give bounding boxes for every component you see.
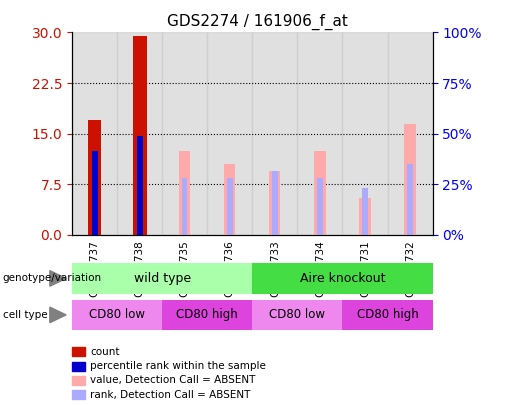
Bar: [224, 164, 235, 235]
Bar: [342, 32, 387, 235]
Text: genotype/variation: genotype/variation: [3, 273, 101, 283]
Bar: [227, 177, 233, 235]
Bar: [317, 177, 323, 235]
Bar: [162, 32, 207, 235]
Text: rank, Detection Call = ABSENT: rank, Detection Call = ABSENT: [90, 390, 250, 400]
Text: Aire knockout: Aire knockout: [300, 272, 385, 285]
Bar: [88, 120, 101, 235]
Bar: [117, 32, 162, 235]
Text: CD80 high: CD80 high: [357, 308, 418, 322]
Bar: [136, 136, 143, 235]
Polygon shape: [50, 271, 66, 286]
Text: CD80 high: CD80 high: [177, 308, 238, 322]
Bar: [207, 32, 252, 235]
Bar: [72, 376, 85, 385]
Bar: [404, 124, 416, 235]
Bar: [72, 32, 117, 235]
Bar: [272, 171, 278, 235]
Bar: [133, 36, 146, 235]
Text: value, Detection Call = ABSENT: value, Detection Call = ABSENT: [90, 375, 255, 386]
Text: CD80 low: CD80 low: [89, 308, 145, 322]
Bar: [269, 171, 281, 235]
Bar: [359, 198, 371, 235]
Bar: [72, 347, 85, 356]
Bar: [72, 390, 85, 399]
Bar: [362, 188, 368, 235]
Text: CD80 low: CD80 low: [269, 308, 325, 322]
Text: percentile rank within the sample: percentile rank within the sample: [90, 361, 266, 371]
Text: count: count: [90, 347, 119, 357]
Polygon shape: [50, 307, 66, 323]
Bar: [297, 32, 342, 235]
Bar: [387, 32, 433, 235]
Bar: [252, 32, 297, 235]
Bar: [92, 151, 98, 235]
Text: cell type: cell type: [3, 310, 47, 320]
Bar: [314, 151, 325, 235]
Bar: [407, 164, 413, 235]
Bar: [179, 151, 191, 235]
Text: GDS2274 / 161906_f_at: GDS2274 / 161906_f_at: [167, 14, 348, 30]
Bar: [72, 362, 85, 371]
Bar: [182, 177, 187, 235]
Text: wild type: wild type: [134, 272, 191, 285]
